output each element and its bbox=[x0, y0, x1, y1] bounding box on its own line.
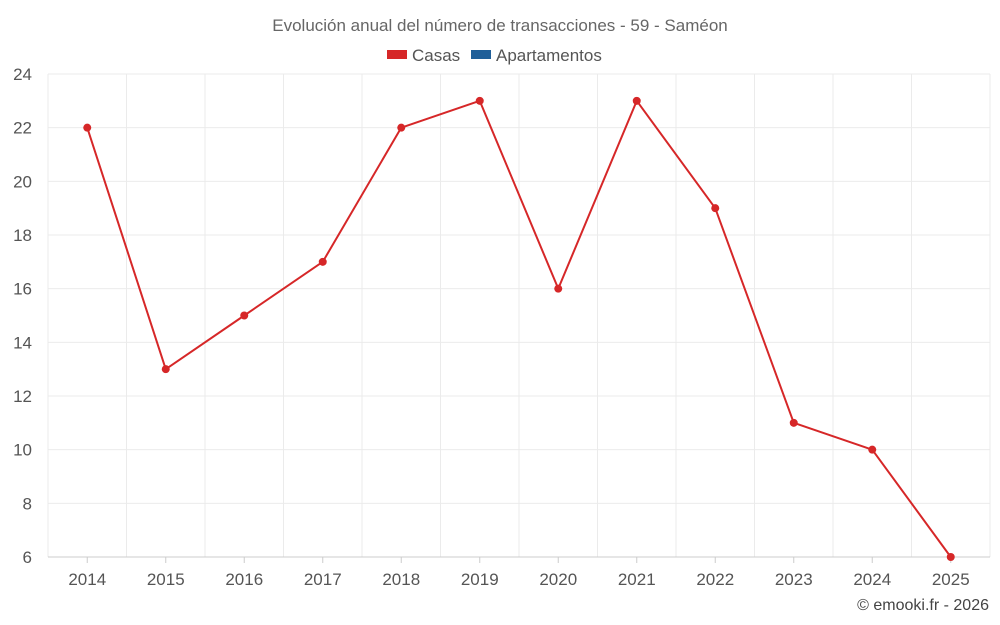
x-tick-label: 2018 bbox=[382, 570, 420, 589]
y-tick-label: 20 bbox=[13, 172, 32, 191]
legend-label-apartamentos[interactable]: Apartamentos bbox=[496, 46, 602, 65]
data-point[interactable] bbox=[318, 257, 327, 266]
data-point[interactable] bbox=[632, 96, 641, 105]
y-tick-label: 6 bbox=[23, 548, 32, 567]
y-tick-label: 24 bbox=[13, 65, 32, 84]
y-tick-label: 10 bbox=[13, 441, 32, 460]
x-tick-label: 2025 bbox=[932, 570, 970, 589]
data-point[interactable] bbox=[711, 204, 720, 213]
x-tick-label: 2021 bbox=[618, 570, 656, 589]
x-tick-label: 2016 bbox=[225, 570, 263, 589]
data-point[interactable] bbox=[475, 96, 484, 105]
y-tick-label: 14 bbox=[13, 333, 32, 352]
x-tick-label: 2024 bbox=[853, 570, 891, 589]
data-point[interactable] bbox=[554, 284, 563, 293]
data-point[interactable] bbox=[397, 123, 406, 132]
chart-title: Evolución anual del número de transaccio… bbox=[272, 16, 728, 35]
y-tick-label: 16 bbox=[13, 280, 32, 299]
x-tick-label: 2015 bbox=[147, 570, 185, 589]
grid bbox=[47, 73, 991, 558]
x-tick-label: 2017 bbox=[304, 570, 342, 589]
x-tick-label: 2022 bbox=[696, 570, 734, 589]
y-tick-label: 22 bbox=[13, 119, 32, 138]
x-tick-label: 2023 bbox=[775, 570, 813, 589]
legend: Casas Apartamentos bbox=[387, 46, 602, 65]
data-point[interactable] bbox=[868, 445, 877, 454]
credit-text: © emooki.fr - 2026 bbox=[857, 597, 989, 614]
legend-swatch-casas[interactable] bbox=[387, 50, 407, 59]
x-tick-label: 2014 bbox=[68, 570, 106, 589]
data-point[interactable] bbox=[83, 123, 92, 132]
y-tick-label: 18 bbox=[13, 226, 32, 245]
x-tick-label: 2020 bbox=[539, 570, 577, 589]
y-tick-label: 12 bbox=[13, 387, 32, 406]
data-point[interactable] bbox=[240, 311, 249, 320]
series-line-casas bbox=[86, 99, 952, 558]
legend-label-casas[interactable]: Casas bbox=[412, 46, 460, 65]
legend-swatch-apartamentos[interactable] bbox=[471, 50, 491, 59]
series-casas bbox=[83, 96, 955, 561]
y-tick-label: 8 bbox=[23, 494, 32, 513]
data-point[interactable] bbox=[789, 418, 798, 427]
data-point[interactable] bbox=[161, 365, 170, 374]
data-point[interactable] bbox=[946, 553, 955, 561]
x-tick-label: 2019 bbox=[461, 570, 499, 589]
